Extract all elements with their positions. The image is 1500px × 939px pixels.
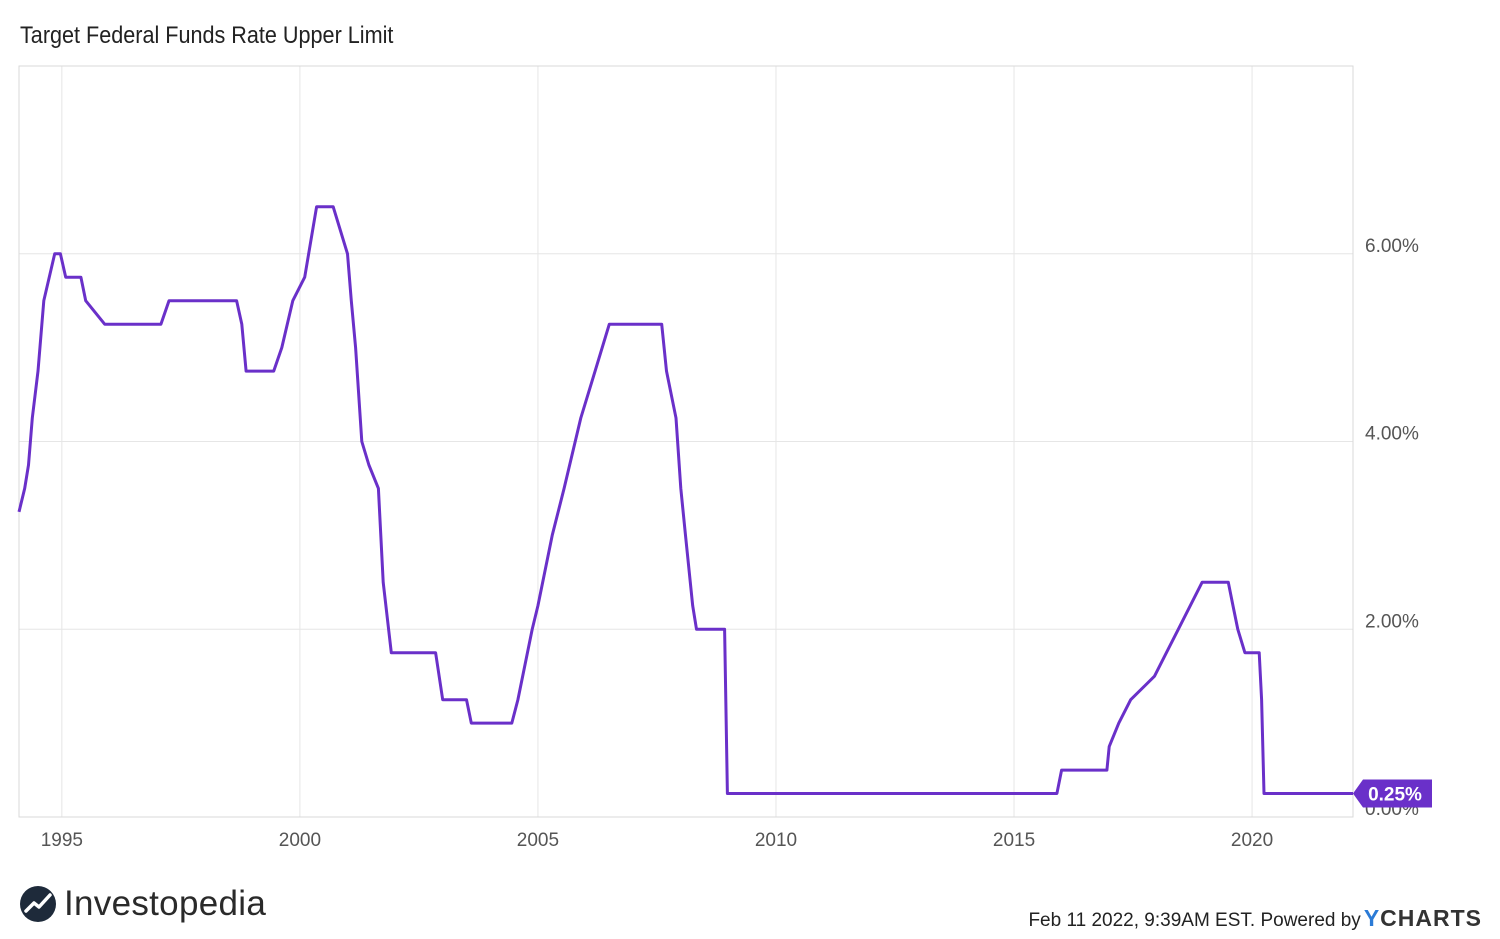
footer-powered-by: Powered by	[1260, 910, 1361, 931]
grid	[19, 66, 1353, 817]
last-value-tag: 0.25%	[1353, 779, 1432, 808]
y-tick-label: 2.00%	[1365, 611, 1419, 632]
x-tick-label: 2010	[755, 830, 797, 851]
chart-title: Target Federal Funds Rate Upper Limit	[20, 22, 394, 49]
investopedia-logo[interactable]: Investopedia	[20, 884, 266, 924]
logo-text: Investopedia	[64, 884, 267, 923]
x-tick-label: 2000	[279, 830, 321, 851]
x-tick-label: 2015	[993, 830, 1035, 851]
y-tick-label: 6.00%	[1365, 236, 1419, 257]
chart-svg: 0.00%2.00%4.00%6.00% 1995 2000 2005 2010 201…	[17, 65, 1432, 851]
x-tick-label: 2020	[1231, 830, 1273, 851]
ycharts-logo[interactable]: YCHARTS	[1364, 905, 1482, 932]
ycharts-logo-y: Y	[1363, 905, 1381, 931]
x-tick-label: 2005	[517, 830, 559, 851]
last-value-label: 0.25%	[1368, 785, 1422, 806]
investopedia-logo-icon	[20, 886, 56, 922]
footer-credit: Feb 11 2022, 9:39AM EST. Powered by YCHA…	[1028, 905, 1482, 932]
y-tick-label: 4.00%	[1365, 424, 1419, 445]
x-axis-labels: 1995 2000 2005 2010 2015 2020	[41, 830, 1274, 851]
footer-timestamp: Feb 11 2022, 9:39AM EST.	[1028, 910, 1256, 931]
x-tick-label: 1995	[41, 830, 83, 851]
y-axis-labels: 0.00%2.00%4.00%6.00%	[1365, 236, 1419, 820]
last-value-badge	[1353, 779, 1432, 808]
plot-area	[18, 65, 1354, 818]
series-line	[17, 205, 1353, 795]
ycharts-logo-rest: CHARTS	[1380, 905, 1482, 931]
